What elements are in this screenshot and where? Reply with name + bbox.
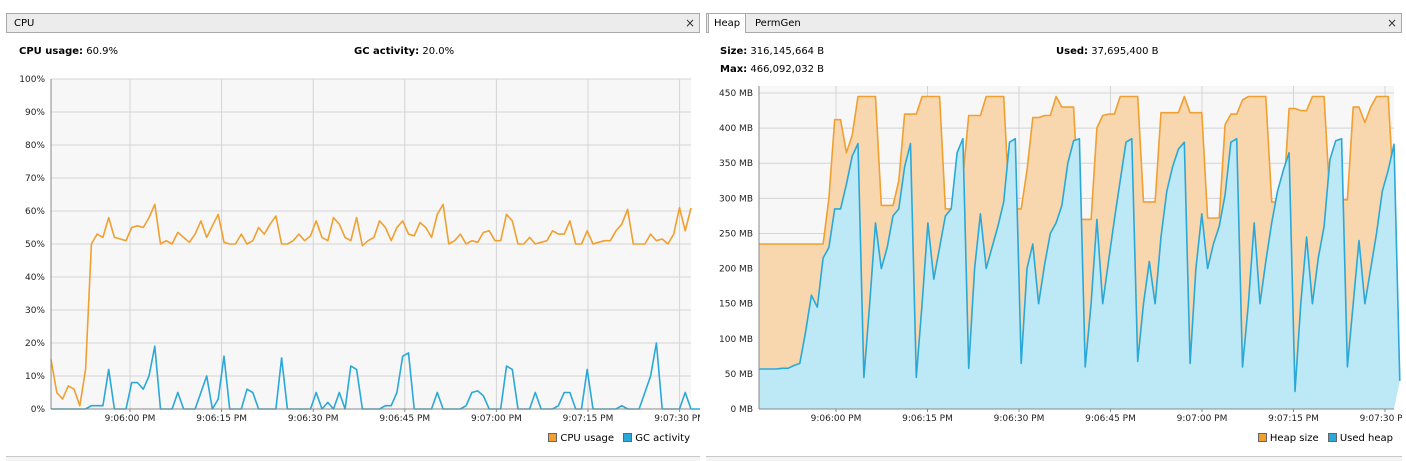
cpu-usage-label: CPU usage: <box>19 46 84 57</box>
legend-used-heap: Used heap <box>1339 433 1393 444</box>
y-tick-label: 150 MB <box>719 300 753 310</box>
y-tick-label: 90% <box>25 108 45 118</box>
y-tick-label: 20% <box>25 339 45 349</box>
x-tick-label: 9:07:30 PM <box>1360 414 1402 424</box>
gc-activity-swatch <box>623 433 633 442</box>
heap-used-readout: Used: 37,695,400 B <box>1056 46 1159 57</box>
close-icon[interactable]: × <box>1386 16 1397 30</box>
x-tick-label: 9:06:45 PM <box>379 414 430 424</box>
x-tick-label: 9:07:00 PM <box>1177 414 1228 424</box>
x-tick-label: 9:07:15 PM <box>563 414 614 424</box>
x-tick-label: 9:06:00 PM <box>811 414 862 424</box>
heap-size-value: 316,145,664 B <box>750 46 825 57</box>
y-tick-label: 400 MB <box>719 124 753 134</box>
cpu-tabbar: CPU × <box>6 13 700 33</box>
heap-size-label: Size: <box>720 46 748 57</box>
heap-used-value: 37,695,400 B <box>1091 46 1159 57</box>
tab-permgen[interactable]: PermGen <box>755 18 801 29</box>
cpu-usage-readout: CPU usage: 60.9% <box>19 46 118 57</box>
x-tick-label: 9:06:45 PM <box>1085 414 1136 424</box>
y-tick-label: 250 MB <box>719 229 753 239</box>
heap-chart: 9:06:00 PM 9:06:15 PM 9:06:30 PM 9:06:45 PM… <box>719 86 1402 424</box>
cpu-panel: CPU × CPU usage: 60.9% GC activity: 20.0… <box>6 13 700 461</box>
y-tick-label: 0% <box>31 405 46 415</box>
legend-cpu-usage: CPU usage <box>560 433 615 444</box>
heap-size-swatch <box>1257 433 1267 442</box>
heap-size-readout: Size: 316,145,664 B <box>720 46 824 57</box>
cpu-usage-swatch <box>548 433 558 442</box>
x-tick-label: 9:06:30 PM <box>994 414 1045 424</box>
used-heap-swatch <box>1327 433 1337 442</box>
heap-used-label: Used: <box>1056 46 1089 57</box>
x-tick-label: 9:07:30 PM <box>654 414 700 424</box>
y-tick-label: 100 MB <box>719 335 753 345</box>
gc-activity-readout: GC activity: 20.0% <box>354 46 454 57</box>
heap-tabbar: Heap PermGen × <box>706 13 1402 33</box>
heap-bottom-strip <box>706 456 1402 461</box>
x-tick-label: 9:06:30 PM <box>288 414 339 424</box>
x-tick-label: 9:06:15 PM <box>902 414 953 424</box>
cpu-legend: CPU usage GC activity <box>542 433 690 444</box>
y-tick-label: 50% <box>25 240 45 250</box>
x-tick-label: 9:07:00 PM <box>471 414 522 424</box>
heap-max-value: 466,092,032 B <box>750 64 825 75</box>
gc-activity-value: 20.0% <box>422 46 455 57</box>
y-tick-label: 200 MB <box>719 265 753 275</box>
heap-max-label: Max: <box>720 64 748 75</box>
y-tick-label: 100% <box>19 75 45 85</box>
y-tick-label: 30% <box>25 306 45 316</box>
series-cpu-usage <box>50 203 692 407</box>
cpu-bottom-strip <box>6 456 700 461</box>
cpu-chart: 9:06:00 PM 9:06:15 PM 9:06:30 PM 9:06:45 PM… <box>19 75 700 424</box>
x-tick-label: 9:06:00 PM <box>105 414 156 424</box>
y-tick-label: 350 MB <box>719 159 753 169</box>
heap-max-readout: Max: 466,092,032 B <box>720 64 824 75</box>
legend-gc-activity: GC activity <box>635 433 690 444</box>
y-tick-label: 40% <box>25 273 45 283</box>
x-tick-label: 9:06:15 PM <box>196 414 247 424</box>
y-tick-label: 60% <box>25 207 45 217</box>
heap-legend: Heap size Used heap <box>1252 433 1393 444</box>
legend-heap-size: Heap size <box>1269 433 1319 444</box>
gc-activity-label: GC activity: <box>354 46 420 57</box>
heap-panel: Heap PermGen × Size: 316,145,664 B Used:… <box>706 13 1402 461</box>
y-tick-label: 10% <box>25 372 45 382</box>
y-tick-label: 80% <box>25 141 45 151</box>
y-tick-label: 300 MB <box>719 194 753 204</box>
y-tick-label: 0 MB <box>730 405 753 415</box>
y-tick-label: 450 MB <box>719 89 753 99</box>
cpu-usage-value: 60.9% <box>86 46 118 57</box>
close-icon[interactable]: × <box>684 16 695 30</box>
tab-heap[interactable]: Heap <box>708 13 747 33</box>
tab-cpu[interactable]: CPU <box>14 18 35 29</box>
x-tick-label: 9:07:15 PM <box>1268 414 1319 424</box>
y-tick-label: 50 MB <box>725 370 753 380</box>
y-tick-label: 70% <box>25 174 45 184</box>
